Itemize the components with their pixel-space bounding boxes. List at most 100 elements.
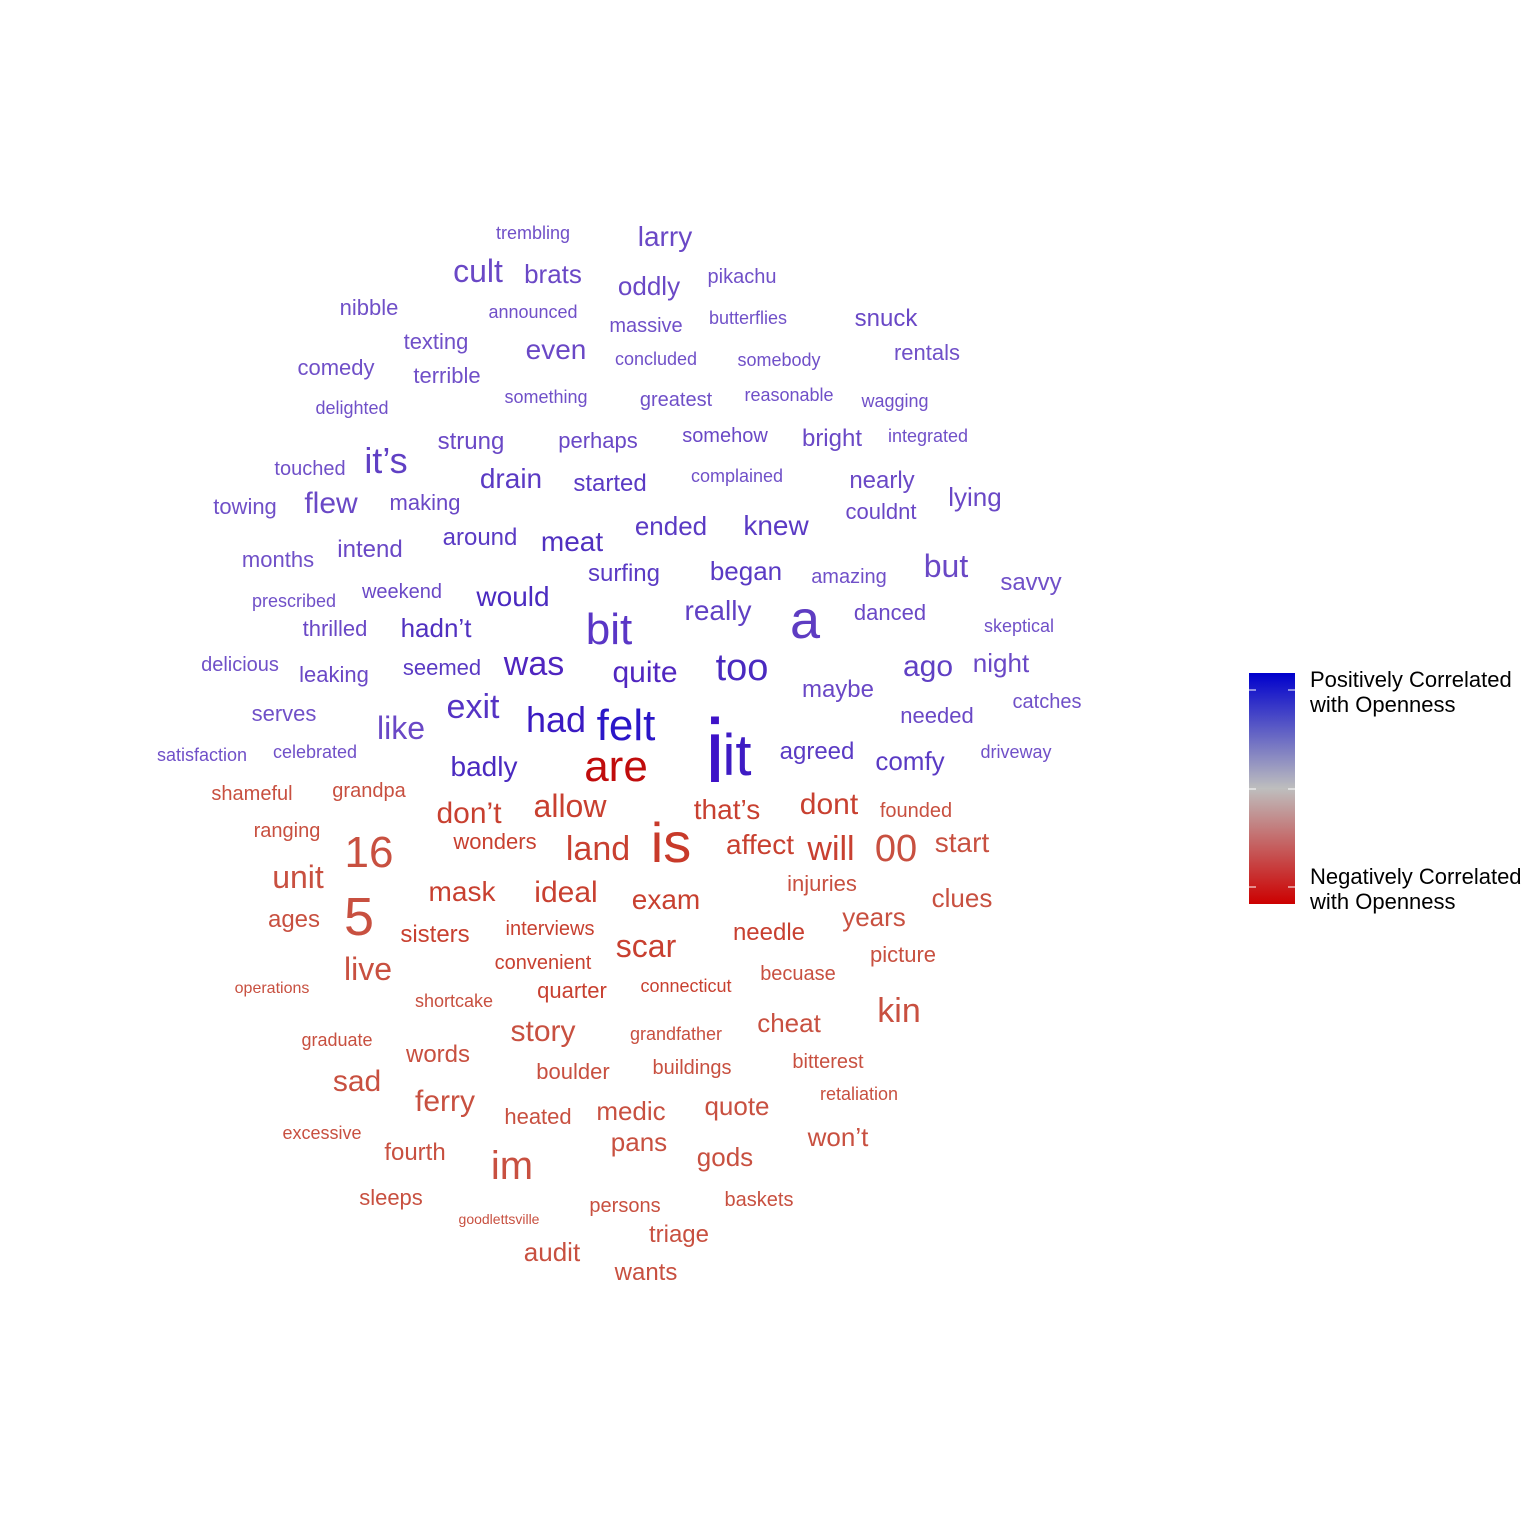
word-negative: fourth xyxy=(384,1139,445,1166)
word-negative: don’t xyxy=(436,797,502,830)
color-legend: Positively Correlated with Openness Nega… xyxy=(1249,667,1522,914)
word-positive: started xyxy=(573,470,646,497)
word-positive: flew xyxy=(304,487,358,520)
word-negative: founded xyxy=(880,800,952,822)
word-positive: terrible xyxy=(413,363,480,388)
word-negative: ranging xyxy=(254,820,321,842)
word-negative: sisters xyxy=(400,921,469,948)
word-positive: like xyxy=(377,710,425,746)
word-positive: too xyxy=(716,647,769,689)
word-negative: land xyxy=(566,830,630,868)
word-positive: comfy xyxy=(875,746,944,776)
word-negative: pans xyxy=(611,1127,667,1157)
word-negative: unit xyxy=(272,859,324,895)
word-positive: thrilled xyxy=(303,616,368,641)
word-negative: wonders xyxy=(452,829,536,854)
word-negative: cheat xyxy=(757,1008,821,1038)
word-positive: reasonable xyxy=(744,385,833,405)
word-negative: shameful xyxy=(211,783,292,805)
word-negative: heated xyxy=(504,1104,571,1129)
word-negative: will xyxy=(806,830,854,868)
word-positive: was xyxy=(503,645,564,683)
word-negative: clues xyxy=(932,883,993,913)
word-positive: surfing xyxy=(588,560,660,587)
word-positive: rentals xyxy=(894,340,960,365)
word-negative: 16 xyxy=(345,828,394,877)
word-negative: boulder xyxy=(536,1059,609,1084)
word-positive: larry xyxy=(638,221,692,252)
word-positive: ended xyxy=(635,511,707,541)
word-positive: greatest xyxy=(640,389,713,411)
word-positive: lying xyxy=(948,482,1001,512)
word-negative: story xyxy=(510,1015,575,1048)
word-negative: start xyxy=(935,827,990,858)
word-positive: delighted xyxy=(315,398,388,418)
word-positive: hadn’t xyxy=(401,613,473,643)
word-negative: wants xyxy=(614,1259,678,1286)
word-negative: quarter xyxy=(537,978,607,1003)
word-negative: convenient xyxy=(495,952,592,974)
word-negative: buildings xyxy=(653,1057,732,1079)
word-positive: felt xyxy=(597,701,656,750)
word-negative: excessive xyxy=(282,1123,361,1143)
word-negative: becuase xyxy=(760,963,836,985)
word-negative: affect xyxy=(726,829,794,860)
word-positive: weekend xyxy=(361,581,442,603)
word-negative: quote xyxy=(704,1091,769,1121)
word-positive: cult xyxy=(453,253,503,289)
word-positive: perhaps xyxy=(558,428,638,453)
word-negative: 5 xyxy=(344,887,374,947)
word-positive: leaking xyxy=(299,662,369,687)
word-negative: injuries xyxy=(787,871,857,896)
word-positive: it xyxy=(723,723,752,788)
word-negative: live xyxy=(344,951,392,987)
word-positive: exit xyxy=(447,688,500,726)
word-positive: touched xyxy=(274,458,345,480)
word-negative: picture xyxy=(870,942,936,967)
word-positive: i xyxy=(705,702,725,802)
word-positive: delicious xyxy=(201,654,279,676)
legend-bottom-label-line1: Negatively Correlated xyxy=(1310,864,1522,889)
word-negative: audit xyxy=(524,1237,581,1267)
word-positive: seemed xyxy=(403,655,481,680)
word-negative: is xyxy=(651,811,691,874)
word-positive: really xyxy=(685,595,752,626)
word-positive: maybe xyxy=(802,676,874,703)
word-positive: badly xyxy=(451,751,518,782)
legend-top-label-line1: Positively Correlated xyxy=(1310,667,1512,692)
word-negative: needle xyxy=(733,919,805,946)
word-negative: sad xyxy=(333,1065,381,1098)
legend-colorbar xyxy=(1249,673,1295,904)
word-positive: pikachu xyxy=(708,266,777,288)
word-positive: ago xyxy=(903,650,953,683)
word-positive: drain xyxy=(480,463,542,494)
word-positive: it’s xyxy=(364,440,407,481)
word-positive: savvy xyxy=(1000,569,1061,596)
word-positive: intend xyxy=(337,536,402,563)
word-positive: satisfaction xyxy=(157,745,247,765)
legend-top-label-line2: with Openness xyxy=(1309,692,1456,717)
word-positive: prescribed xyxy=(252,591,336,611)
word-positive: celebrated xyxy=(273,742,357,762)
word-negative: baskets xyxy=(725,1189,794,1211)
word-negative: allow xyxy=(534,788,608,824)
word-positive: strung xyxy=(438,428,505,455)
word-positive: somebody xyxy=(737,350,820,370)
word-positive: couldnt xyxy=(846,499,917,524)
word-negative: ages xyxy=(268,906,320,933)
word-positive: complained xyxy=(691,466,783,486)
word-negative: gods xyxy=(697,1142,753,1172)
word-positive: even xyxy=(526,334,587,365)
word-positive: nibble xyxy=(340,295,399,320)
word-positive: concluded xyxy=(615,349,697,369)
word-negative: grandfather xyxy=(630,1024,722,1044)
word-positive: months xyxy=(242,547,314,572)
word-negative: connecticut xyxy=(640,976,731,996)
word-positive: somehow xyxy=(682,425,768,447)
word-positive: wagging xyxy=(860,391,928,411)
word-positive: bright xyxy=(802,425,862,452)
word-positive: trembling xyxy=(496,223,570,243)
word-positive: a xyxy=(790,590,821,650)
